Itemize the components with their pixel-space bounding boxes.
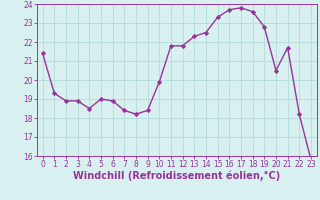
X-axis label: Windchill (Refroidissement éolien,°C): Windchill (Refroidissement éolien,°C) [73,171,280,181]
